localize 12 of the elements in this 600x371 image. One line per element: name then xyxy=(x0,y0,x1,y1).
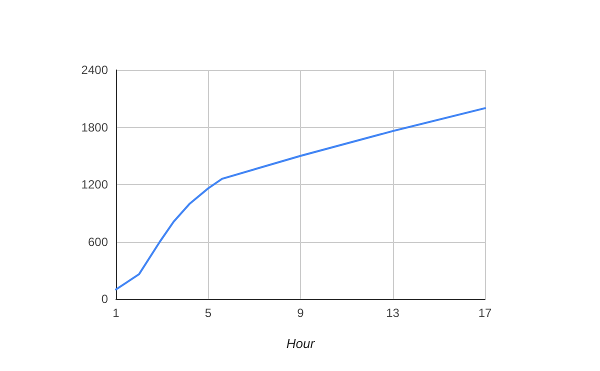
y-tick-label: 1800 xyxy=(81,120,108,134)
x-tick-label: 1 xyxy=(112,306,120,320)
y-tick-label: 0 xyxy=(101,292,108,306)
y-tick-label: 2400 xyxy=(81,63,108,77)
x-axis-title: Hour xyxy=(286,336,316,351)
line-series xyxy=(115,107,486,290)
y-tick-label: 600 xyxy=(88,234,108,249)
y-tick-label: 1200 xyxy=(81,178,108,192)
x-tick-label: 9 xyxy=(297,306,304,320)
x-tick-label: 5 xyxy=(204,306,212,320)
x-tick-label: 17 xyxy=(478,306,492,320)
x-tick-label: 13 xyxy=(386,306,400,320)
